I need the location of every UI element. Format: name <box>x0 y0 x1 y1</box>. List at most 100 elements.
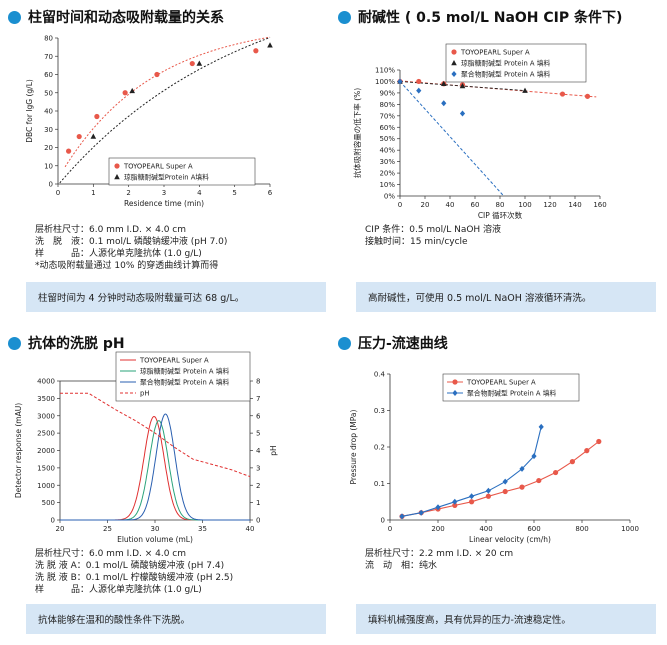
x-tick-label: 0 <box>388 525 392 533</box>
note-line: 洗 脱 液 A：0.1 mol/L 磷酸钠缓冲液 (pH 7.4) <box>35 561 225 571</box>
data-point <box>469 493 475 500</box>
data-point <box>538 423 544 430</box>
x-tick-label: 4 <box>197 189 202 197</box>
y-right-tick-label: 0 <box>256 517 260 525</box>
data-point <box>553 469 559 476</box>
legend-marker <box>452 390 458 396</box>
data-point <box>596 438 602 445</box>
data-point <box>441 100 447 107</box>
y-tick-label: 4000 <box>37 378 55 386</box>
summary-box: 高耐碱性，可使用 0.5 mol/L NaOH 溶液循环清洗。 <box>356 282 656 312</box>
data-point <box>90 133 97 139</box>
legend-label: 聚合物耐碱型 Protein A 填料 <box>140 378 230 387</box>
data-point <box>399 513 405 520</box>
y-axis-label: Detector response (mAU) <box>14 403 23 498</box>
y-right-axis-label: pH <box>269 445 278 455</box>
data-point <box>459 110 466 117</box>
bullet-dot-icon <box>338 10 351 24</box>
y-tick-label: 70 <box>44 53 53 61</box>
y-tick-label: 30 <box>44 126 53 134</box>
trend-line <box>59 37 271 184</box>
legend-box <box>115 351 251 402</box>
y-tick-label: 40% <box>379 147 395 155</box>
x-axis-label: CIP 循环次数 <box>478 210 523 220</box>
panel-title-text: 柱留时间和动态吸附载量的关系 <box>28 10 224 26</box>
note-line: 层析柱尺寸：6.0 mm I.D. × 4.0 cm <box>35 225 187 235</box>
panel-notes: CIP 条件：0.5 mol/L NaOH 溶液 接触时间：15 min/cycl… <box>365 224 501 248</box>
x-tick-label: 800 <box>575 525 588 533</box>
data-point <box>154 71 160 78</box>
data-point <box>485 493 491 499</box>
data-point <box>66 148 72 154</box>
panel-title: 柱留时间和动态吸附载量的关系 <box>8 6 326 28</box>
data-point <box>416 87 422 94</box>
x-tick-label: 1000 <box>621 525 639 533</box>
y-tick-label: 2000 <box>37 447 55 455</box>
x-tick-label: 6 <box>268 189 273 197</box>
legend-label: 聚合物耐碱型 Protein A 填料 <box>461 70 551 79</box>
y-tick-label: 70% <box>379 112 395 120</box>
legend-label: 琼脂糖耐碱型 Protein A 填料 <box>461 59 551 68</box>
panel-alkali: 耐碱性 ( 0.5 mol/L NaOH CIP 条件下) 0 20 40 60 80 1… <box>338 6 656 312</box>
legend-label: 琼脂糖耐碱型 Protein A 填料 <box>140 367 230 376</box>
x-tick-label: 400 <box>479 525 492 533</box>
data-point <box>189 60 195 67</box>
y-tick-label: 1500 <box>37 464 55 472</box>
pressure-chart: 0 200 400 600 800 1000 0 0.1 0.2 0.3 0.4 Linear vel… <box>349 371 639 545</box>
y-tick-label: 0 <box>51 517 55 525</box>
legend-marker <box>452 379 458 385</box>
legend-marker <box>451 71 457 77</box>
data-point <box>76 133 82 140</box>
note-line: 层析柱尺寸：6.0 mm I.D. × 4.0 cm <box>35 549 187 559</box>
x-tick-label: 120 <box>543 201 556 209</box>
note-line: *动态吸附载量通过 10% 的穿透曲线计算而得 <box>35 261 219 271</box>
series-line <box>401 441 600 517</box>
x-tick-label: 40 <box>246 525 255 533</box>
y-right-tick-label: 5 <box>256 430 260 438</box>
data-point <box>440 80 447 86</box>
trend-line <box>64 36 271 168</box>
elution-peak-line <box>60 420 250 521</box>
y-tick-label: 80 <box>44 35 53 43</box>
y-tick-label: 0.1 <box>374 480 385 488</box>
legend-box <box>442 373 580 402</box>
x-axis-label: Linear velocity (cm/h) <box>469 535 551 544</box>
legend-label: TOYOPEARL Super A <box>460 49 530 57</box>
series-line <box>401 426 542 517</box>
note-line: 洗 脱 液 B：0.1 mol/L 柠檬酸钠缓冲液 (pH 2.5) <box>35 573 234 583</box>
y-tick-label: 20 <box>44 144 53 152</box>
y-tick-label: 500 <box>42 499 55 507</box>
data-point <box>459 83 466 89</box>
data-point <box>416 78 422 85</box>
elution-chart: 20 25 30 35 40050010001500200025003000350040… <box>14 351 278 544</box>
data-point <box>584 448 590 454</box>
x-tick-label: 600 <box>527 525 540 533</box>
y-tick-label: 110% <box>375 67 395 75</box>
x-tick-label: 100 <box>518 201 531 209</box>
x-tick-label: 80 <box>496 201 505 209</box>
data-point <box>469 499 475 505</box>
legend-marker <box>114 163 120 169</box>
y-tick-label: 90% <box>379 89 395 97</box>
x-tick-label: 0 <box>398 201 402 209</box>
data-point <box>397 78 403 85</box>
x-tick-label: 20 <box>56 525 65 533</box>
panel-pressure: 压力-流速曲线 0 200 400 600 800 1000 0 0.1 0.2 0.3 0.4 Li… <box>338 332 656 634</box>
data-point <box>522 87 528 93</box>
y-tick-label: 1000 <box>37 482 55 490</box>
data-point <box>559 91 566 97</box>
y-right-tick-label: 6 <box>256 412 261 420</box>
data-point <box>418 509 424 516</box>
elution-peak-line <box>60 413 250 521</box>
alkali-chart: 0 20 40 60 80 100 120 140 160 0% 10% 20% 30% 40% 50% 60… <box>352 43 607 220</box>
data-point <box>531 453 537 460</box>
y-tick-label: 10% <box>379 181 395 189</box>
panel-elution: 抗体的洗脱 pH 20 25 30 35 40 0 500 1000 1500 2000 2500 3… <box>8 332 326 634</box>
x-tick-label: 40 <box>446 201 455 209</box>
data-point <box>452 502 458 508</box>
y-right-tick-label: 4 <box>256 447 261 455</box>
y-tick-label: 40 <box>44 108 53 116</box>
x-tick-label: 140 <box>568 201 581 209</box>
ph-line <box>60 392 251 478</box>
panel-notes: 层析柱尺寸：2.2 mm I.D. × 20 cm 流 动 相：纯水 <box>365 548 513 572</box>
